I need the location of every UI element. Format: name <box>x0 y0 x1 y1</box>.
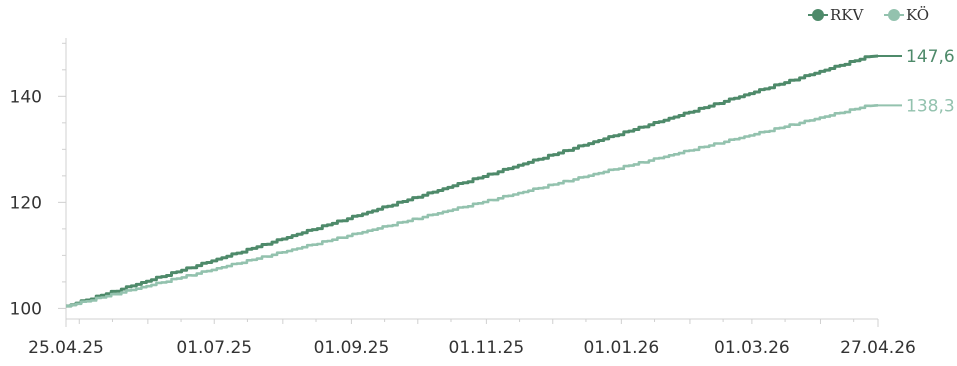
x-tick-label: 27.04.26 <box>840 338 916 358</box>
legend-label[interactable]: RKV <box>830 6 865 24</box>
x-tick-label: 01.07.25 <box>176 338 252 358</box>
series-line-rkv <box>66 54 879 308</box>
x-tick-label: 25.04.25 <box>28 338 104 358</box>
legend-marker <box>888 9 900 21</box>
y-tick-label: 100 <box>10 299 42 319</box>
end-value-label: 138,3 <box>906 96 955 116</box>
series-layer <box>66 54 902 308</box>
x-tick-label: 01.03.26 <box>714 338 790 358</box>
y-tick-label: 140 <box>10 87 42 107</box>
legend[interactable]: RKV KÖ <box>808 6 929 24</box>
x-tick-label: 01.11.25 <box>449 338 525 358</box>
legend-label[interactable]: KÖ <box>906 6 929 24</box>
end-value-label: 147,6 <box>906 47 955 67</box>
series-line-kö <box>66 104 879 308</box>
axes <box>58 38 879 327</box>
x-tick-label: 01.01.26 <box>583 338 659 358</box>
legend-marker <box>812 9 824 21</box>
x-tick-label: 01.09.25 <box>314 338 390 358</box>
y-tick-label: 120 <box>10 193 42 213</box>
labels-layer: 100 120 140 25.04.25 01.07.25 01.09.25 01.11.2… <box>10 47 955 358</box>
